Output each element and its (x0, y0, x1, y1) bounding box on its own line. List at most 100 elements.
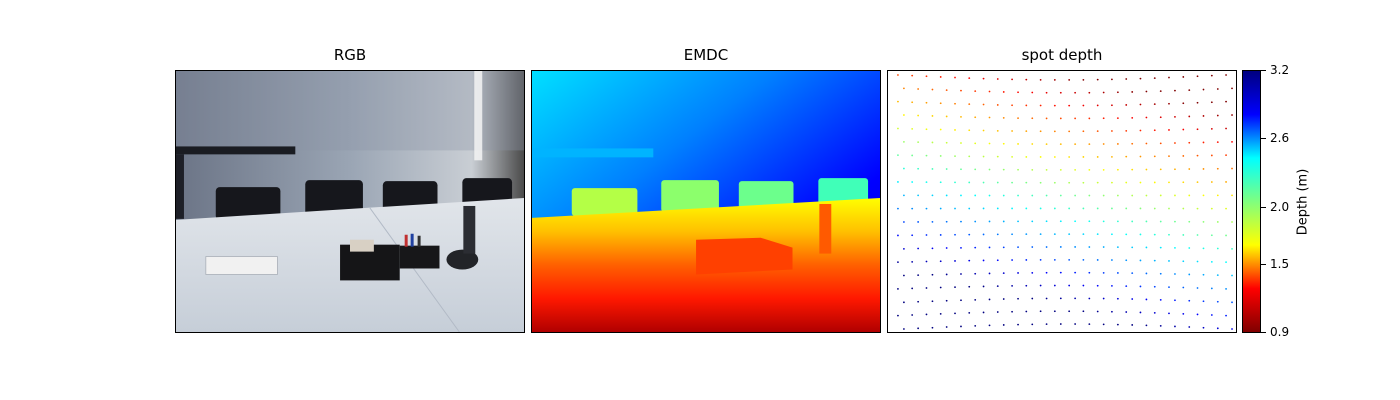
depth-spot (1088, 117, 1091, 120)
depth-spot (1125, 285, 1128, 288)
depth-spot (1017, 143, 1019, 145)
depth-spot (1102, 143, 1105, 145)
depth-spot (1031, 168, 1034, 171)
depth-spot (1216, 141, 1219, 144)
depth-spot (1059, 323, 1062, 325)
depth-spot (939, 102, 942, 105)
depth-spot (903, 328, 905, 330)
depth-spot (917, 274, 920, 277)
depth-spot (1231, 301, 1233, 304)
depth-spot (974, 168, 977, 171)
depth-spot (1182, 260, 1185, 263)
depth-spot (1068, 130, 1071, 133)
depth-spot (939, 76, 942, 78)
depth-spot (1145, 298, 1148, 301)
depth-spot (1216, 88, 1219, 90)
depth-spot (1074, 91, 1077, 94)
depth-spot (931, 300, 934, 303)
depth-spot (1153, 311, 1156, 314)
depth-spot (982, 207, 985, 210)
depth-spot (1096, 156, 1099, 158)
depth-spot (968, 181, 971, 184)
depth-spot (982, 311, 985, 314)
depth-spot (1002, 194, 1005, 197)
depth-spot (897, 314, 899, 317)
depth-spot (939, 128, 942, 131)
depth-spot (1068, 104, 1071, 107)
depth-spot (1225, 288, 1227, 290)
depth-spot (1025, 259, 1028, 261)
depth-spot (1088, 246, 1091, 248)
depth-spot (1139, 155, 1142, 158)
depth-spot (974, 142, 977, 145)
depth-spot (1139, 207, 1142, 210)
depth-spot (1116, 117, 1119, 120)
depth-spot (1088, 194, 1091, 197)
depth-spot (1153, 259, 1156, 262)
depth-spot (1039, 207, 1042, 210)
depth-spot (925, 313, 928, 316)
depth-spot (1017, 220, 1019, 223)
depth-spot (945, 115, 948, 118)
emdc-speaker (819, 203, 832, 254)
depth-spot (1074, 297, 1077, 300)
depth-spot (1039, 156, 1042, 158)
depth-spot (1025, 233, 1028, 236)
depth-spot (974, 116, 977, 119)
depth-spot (1053, 233, 1056, 236)
depth-spot (1031, 143, 1034, 145)
depth-spot (1159, 116, 1162, 119)
depth-spot (968, 155, 971, 158)
depth-spot (1145, 272, 1148, 275)
depth-spot (931, 247, 934, 250)
depth-spot (897, 288, 899, 290)
depth-spot (1202, 300, 1205, 303)
depth-spot (1196, 260, 1199, 263)
depth-spot (1210, 154, 1213, 157)
depth-spot (1131, 220, 1134, 223)
depth-spot (1216, 274, 1219, 277)
depth-spot (1168, 233, 1170, 236)
depth-spot (903, 301, 905, 304)
depth-spot (1210, 234, 1213, 237)
depth-spot (1196, 207, 1199, 210)
depth-spot (1088, 91, 1091, 94)
depth-spot (1074, 271, 1077, 274)
depth-spot (1011, 233, 1013, 236)
depth-spot (1039, 233, 1042, 236)
depth-spot (1102, 323, 1105, 326)
depth-spot (1111, 155, 1113, 158)
depth-spot (1039, 258, 1042, 261)
depth-spot (1082, 284, 1085, 287)
depth-spot (1031, 323, 1034, 326)
depth-spot (1011, 181, 1013, 184)
depth-spot (1196, 181, 1199, 184)
depth-spot (1116, 323, 1119, 326)
depth-spot (974, 90, 977, 93)
wall-shelf (176, 146, 296, 155)
depth-spot (1074, 117, 1077, 120)
depth-spot (945, 220, 948, 223)
depth-spot (945, 89, 948, 92)
depth-spot (1153, 181, 1156, 184)
depth-spot (1202, 220, 1205, 223)
depth-spot (996, 129, 999, 132)
depth-spot (1025, 78, 1028, 81)
emdc-shelf (532, 148, 654, 158)
depth-spot (911, 260, 914, 263)
depth-spot (1102, 271, 1105, 274)
depth-spot (1082, 156, 1085, 158)
depth-spot (1053, 310, 1056, 313)
depth-spot (960, 299, 962, 302)
depth-spot (945, 326, 948, 328)
depth-spot (1059, 91, 1062, 94)
depth-spot (996, 259, 999, 262)
depth-spot (1002, 168, 1005, 171)
depth-spot (1225, 74, 1227, 76)
depth-spot (1111, 207, 1113, 210)
depth-spot (1131, 116, 1134, 119)
depth-spot (1059, 246, 1062, 248)
depth-spot (1002, 324, 1005, 326)
depth-spot (968, 77, 971, 80)
pen-blue (410, 233, 414, 247)
